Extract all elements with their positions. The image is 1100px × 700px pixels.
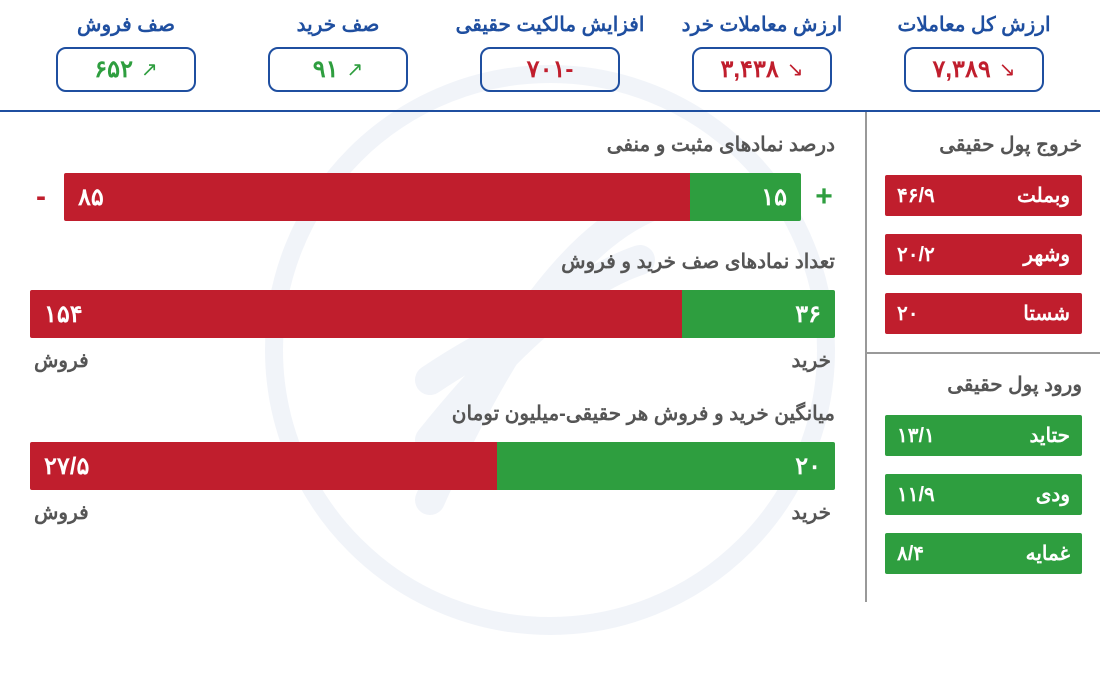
arrow-up-icon: ↗	[347, 57, 364, 82]
arrow-down-icon: ↘	[999, 57, 1016, 82]
metric-value: ۹۱	[313, 55, 339, 84]
metric-box: -۷۰۱	[480, 47, 620, 92]
bar-negative: ۲۷/۵	[30, 442, 497, 490]
symbol-name: شستا	[1023, 301, 1070, 326]
bar-negative: ۸۵	[64, 173, 690, 221]
metric: افزایش مالکیت حقیقی -۷۰۱	[454, 12, 646, 92]
chart1-bar: ۱۵۸۵	[64, 173, 801, 221]
symbol-value: ۴۶/۹	[897, 183, 935, 208]
arrow-up-icon: ↗	[141, 57, 158, 82]
minus-sign: -	[30, 180, 52, 214]
chart3-left-caption: فروش	[34, 500, 89, 525]
symbol-value: ۸/۴	[897, 541, 924, 566]
metric-box: ↘ ۷,۳۸۹	[904, 47, 1044, 92]
sidebar: خروج پول حقیقی وبملت ۴۶/۹ وشهر ۲۰/۲ شستا ۲۰ و…	[865, 112, 1100, 602]
sidebar-separator	[867, 352, 1100, 354]
metric-value: -۷۰۱	[527, 55, 574, 84]
symbol-row: حتاید ۱۳/۱	[885, 415, 1082, 456]
chart-queue: تعداد نمادهای صف خرید و فروش ۳۶۱۵۴ خرید …	[30, 249, 835, 373]
chart2-left-caption: فروش	[34, 348, 89, 373]
chart-avg: میانگین خرید و فروش هر حقیقی-میلیون توما…	[30, 401, 835, 525]
symbol-value: ۱۳/۱	[897, 423, 935, 448]
chart-posneg: درصد نمادهای مثبت و منفی + ۱۵۸۵ -	[30, 132, 835, 221]
chart2-bar: ۳۶۱۵۴	[30, 290, 835, 338]
metric: ارزش کل معاملات ↘ ۷,۳۸۹	[878, 12, 1070, 92]
symbol-row: وشهر ۲۰/۲	[885, 234, 1082, 275]
inflow-list: حتاید ۱۳/۱ ودی ۱۱/۹ غمایه ۸/۴	[885, 415, 1082, 574]
chart3-title: میانگین خرید و فروش هر حقیقی-میلیون توما…	[30, 401, 835, 426]
metric-title: افزایش مالکیت حقیقی	[454, 12, 646, 37]
chart1-title: درصد نمادهای مثبت و منفی	[30, 132, 835, 157]
inflow-title: ورود پول حقیقی	[885, 372, 1082, 397]
metric-title: صف فروش	[30, 12, 222, 37]
metric-box: ↗ ۶۵۲	[56, 47, 196, 92]
symbol-name: غمایه	[1026, 541, 1070, 566]
outflow-title: خروج پول حقیقی	[885, 132, 1082, 157]
metric-value: ۶۵۲	[94, 55, 133, 84]
metrics-row: ارزش کل معاملات ↘ ۷,۳۸۹ ارزش معاملات خرد ↘ ۳,…	[0, 0, 1100, 112]
bar-positive: ۲۰	[497, 442, 835, 490]
metric-value: ۷,۳۸۹	[933, 55, 991, 84]
symbol-name: وشهر	[1023, 242, 1070, 267]
bar-positive: ۳۶	[682, 290, 835, 338]
symbol-row: ودی ۱۱/۹	[885, 474, 1082, 515]
plus-sign: +	[813, 180, 835, 214]
metric-title: ارزش کل معاملات	[878, 12, 1070, 37]
symbol-value: ۲۰	[897, 301, 918, 326]
metric-title: ارزش معاملات خرد	[666, 12, 858, 37]
metric: صف خرید ↗ ۹۱	[242, 12, 434, 92]
bar-positive: ۱۵	[690, 173, 801, 221]
metric-box: ↘ ۳,۴۳۸	[692, 47, 832, 92]
bar-negative: ۱۵۴	[30, 290, 682, 338]
symbol-value: ۲۰/۲	[897, 242, 935, 267]
chart2-title: تعداد نمادهای صف خرید و فروش	[30, 249, 835, 274]
symbol-row: غمایه ۸/۴	[885, 533, 1082, 574]
chart2-right-caption: خرید	[792, 348, 831, 373]
charts-column: درصد نمادهای مثبت و منفی + ۱۵۸۵ - تعداد …	[0, 112, 865, 602]
metric-box: ↗ ۹۱	[268, 47, 408, 92]
symbol-name: حتاید	[1029, 423, 1070, 448]
metric-title: صف خرید	[242, 12, 434, 37]
symbol-row: شستا ۲۰	[885, 293, 1082, 334]
metric-value: ۳,۴۳۸	[721, 55, 779, 84]
arrow-down-icon: ↘	[787, 57, 804, 82]
chart3-right-caption: خرید	[792, 500, 831, 525]
chart3-bar: ۲۰۲۷/۵	[30, 442, 835, 490]
symbol-value: ۱۱/۹	[897, 482, 935, 507]
symbol-row: وبملت ۴۶/۹	[885, 175, 1082, 216]
symbol-name: ودی	[1036, 482, 1070, 507]
symbol-name: وبملت	[1017, 183, 1070, 208]
metric: صف فروش ↗ ۶۵۲	[30, 12, 222, 92]
outflow-list: وبملت ۴۶/۹ وشهر ۲۰/۲ شستا ۲۰	[885, 175, 1082, 334]
metric: ارزش معاملات خرد ↘ ۳,۴۳۸	[666, 12, 858, 92]
